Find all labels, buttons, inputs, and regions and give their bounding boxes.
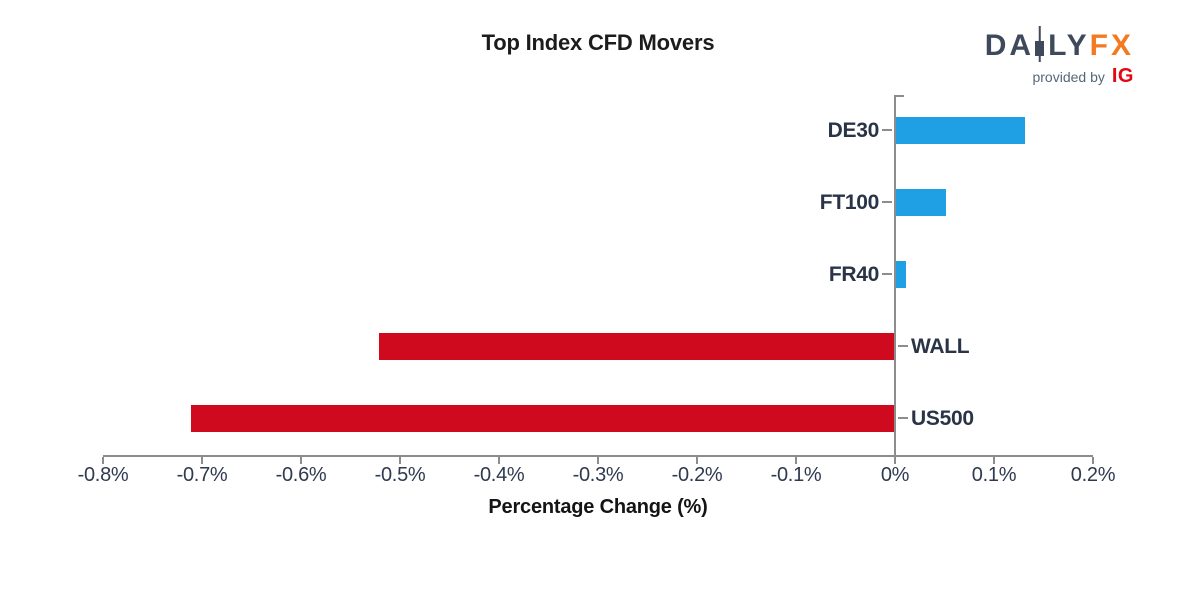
x-axis-tick-label: -0.7%: [176, 464, 228, 486]
logo-text-ly: LY: [1048, 29, 1090, 62]
category-label-de30: DE30: [827, 118, 880, 142]
x-axis-tick: [696, 456, 698, 464]
candlestick-icon: [1035, 26, 1045, 62]
category-tick: [882, 129, 892, 131]
x-axis-tick-label: -0.8%: [77, 464, 129, 486]
category-label-fr40: FR40: [828, 262, 879, 286]
bar-ft100: [896, 188, 946, 216]
x-axis-tick: [201, 456, 203, 464]
x-axis-tick-label: -0.5%: [374, 464, 426, 486]
bar-us500: [191, 404, 894, 432]
x-axis-tick-label: -0.6%: [275, 464, 327, 486]
category-label-us500: US500: [911, 406, 974, 430]
chart-title: Top Index CFD Movers: [481, 30, 715, 55]
zero-axis-line: [894, 95, 896, 460]
category-label-wall: WALL: [911, 334, 970, 358]
x-axis-tick: [1092, 456, 1094, 464]
x-axis-tick-label: 0.2%: [1070, 464, 1116, 486]
x-axis-tick-label: -0.2%: [671, 464, 723, 486]
logo-tagline: provided by IG: [985, 65, 1134, 88]
x-axis-tick: [102, 456, 104, 464]
x-axis-tick-label: -0.3%: [572, 464, 624, 486]
ig-logo: IG: [1111, 65, 1134, 87]
x-axis-line: [103, 455, 1093, 457]
logo-text-da: DA: [984, 29, 1035, 62]
x-axis-tick: [795, 456, 797, 464]
category-tick: [882, 201, 892, 203]
zero-axis-top-cap: [894, 95, 904, 97]
x-axis-tick-label: -0.4%: [473, 464, 525, 486]
bar-fr40: [896, 260, 906, 288]
bar-wall: [379, 332, 894, 360]
x-axis-tick: [894, 456, 896, 464]
category-label-ft100: FT100: [819, 190, 880, 214]
category-tick: [882, 273, 892, 275]
x-axis-tick-label: 0.1%: [971, 464, 1017, 486]
category-tick: [898, 417, 908, 419]
x-axis-tick: [300, 456, 302, 464]
provided-by-text: provided by: [1032, 69, 1105, 85]
logo-text-fx: FX: [1089, 29, 1134, 62]
x-axis-tick: [597, 456, 599, 464]
dailyfx-wordmark: DA LYFX: [985, 26, 1134, 63]
x-axis-tick-label: 0%: [880, 464, 910, 486]
x-axis-tick-label: -0.1%: [770, 464, 822, 486]
dailyfx-logo: DA LYFX provided by IG: [985, 26, 1134, 88]
x-axis-tick: [399, 456, 401, 464]
bar-de30: [896, 116, 1025, 144]
x-axis-title: Percentage Change (%): [488, 496, 708, 518]
category-tick: [898, 345, 908, 347]
x-axis-tick: [498, 456, 500, 464]
x-axis-tick: [993, 456, 995, 464]
